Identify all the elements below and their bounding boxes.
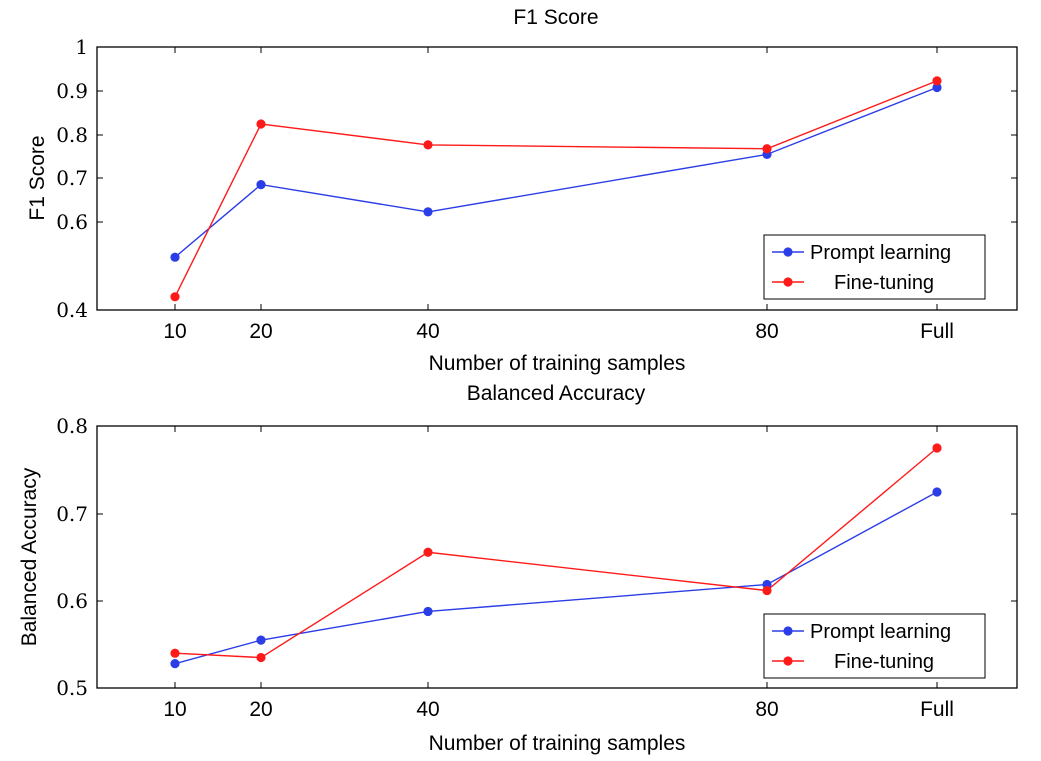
data-point xyxy=(256,652,266,663)
chart-title: Balanced Accuracy xyxy=(467,382,646,405)
legend-marker xyxy=(783,656,793,666)
y-axis-label: Balanced Accuracy xyxy=(18,467,41,646)
data-point xyxy=(256,180,266,190)
legend-label: Prompt learning xyxy=(810,242,951,264)
y-tick-label: 0.9 xyxy=(56,79,88,103)
x-tick-label: 80 xyxy=(755,698,778,721)
data-point xyxy=(423,606,433,617)
data-point xyxy=(423,207,433,217)
data-point xyxy=(170,648,180,658)
data-point xyxy=(932,487,942,497)
y-tick-label: 0.6 xyxy=(56,210,88,234)
x-axis-label: Number of training samples xyxy=(429,352,686,375)
data-point xyxy=(170,252,180,262)
chart-title: F1 Score xyxy=(513,6,598,29)
y-tick-label: 0.8 xyxy=(56,123,88,147)
data-point xyxy=(932,76,942,86)
x-tick-label: 20 xyxy=(249,698,272,721)
data-point xyxy=(170,659,180,669)
legend-marker xyxy=(783,626,793,636)
legend-label: Fine-tuning xyxy=(834,272,934,294)
data-point xyxy=(762,585,772,596)
y-tick-label: 1 xyxy=(75,35,88,59)
data-point xyxy=(423,140,433,150)
chart-f1-score: F1 Score 10 20 40 80 Full 0.4 0.6 0.7 0.8 0.9 1 Nu… xyxy=(26,6,1018,375)
legend-box xyxy=(763,613,986,679)
chart-balanced-accuracy: Balanced Accuracy 10 20 40 80 Full 0.5 0.6 0.7 0… xyxy=(18,382,1018,755)
legend: Prompt learning Fine-tuning xyxy=(763,613,986,679)
legend-label: Fine-tuning xyxy=(834,651,934,673)
x-tick-label: 20 xyxy=(249,320,272,343)
legend: Prompt learning Fine-tuning xyxy=(763,234,986,300)
x-tick-label: 10 xyxy=(163,320,186,343)
y-tick-label: 0.5 xyxy=(56,676,88,700)
y-tick-label: 0.8 xyxy=(56,414,88,438)
data-point xyxy=(256,635,266,645)
legend-box xyxy=(763,234,986,300)
x-tick-label: 10 xyxy=(163,698,186,721)
data-point xyxy=(762,144,772,154)
legend-marker xyxy=(783,277,793,287)
x-tick-label: Full xyxy=(920,698,954,721)
y-tick-label: 0.7 xyxy=(56,166,88,190)
series-line-0 xyxy=(174,86,938,258)
x-tick-label: 40 xyxy=(416,320,439,343)
x-axis-label: Number of training samples xyxy=(429,732,686,755)
x-tick-label: Full xyxy=(920,320,954,343)
data-point xyxy=(170,292,180,302)
data-point xyxy=(423,547,433,557)
y-tick-label: 0.6 xyxy=(56,589,88,613)
data-point xyxy=(932,443,942,453)
legend-marker xyxy=(783,247,793,257)
data-point xyxy=(256,119,266,129)
data-point xyxy=(932,82,942,93)
legend-label: Prompt learning xyxy=(810,621,951,643)
plot-frame xyxy=(96,425,1018,689)
x-tick-label: 40 xyxy=(416,698,439,721)
y-axis-label: F1 Score xyxy=(26,135,49,220)
y-tick-label: 0.4 xyxy=(56,298,88,322)
x-tick-label: 80 xyxy=(755,320,778,343)
y-tick-label: 0.7 xyxy=(56,502,88,526)
